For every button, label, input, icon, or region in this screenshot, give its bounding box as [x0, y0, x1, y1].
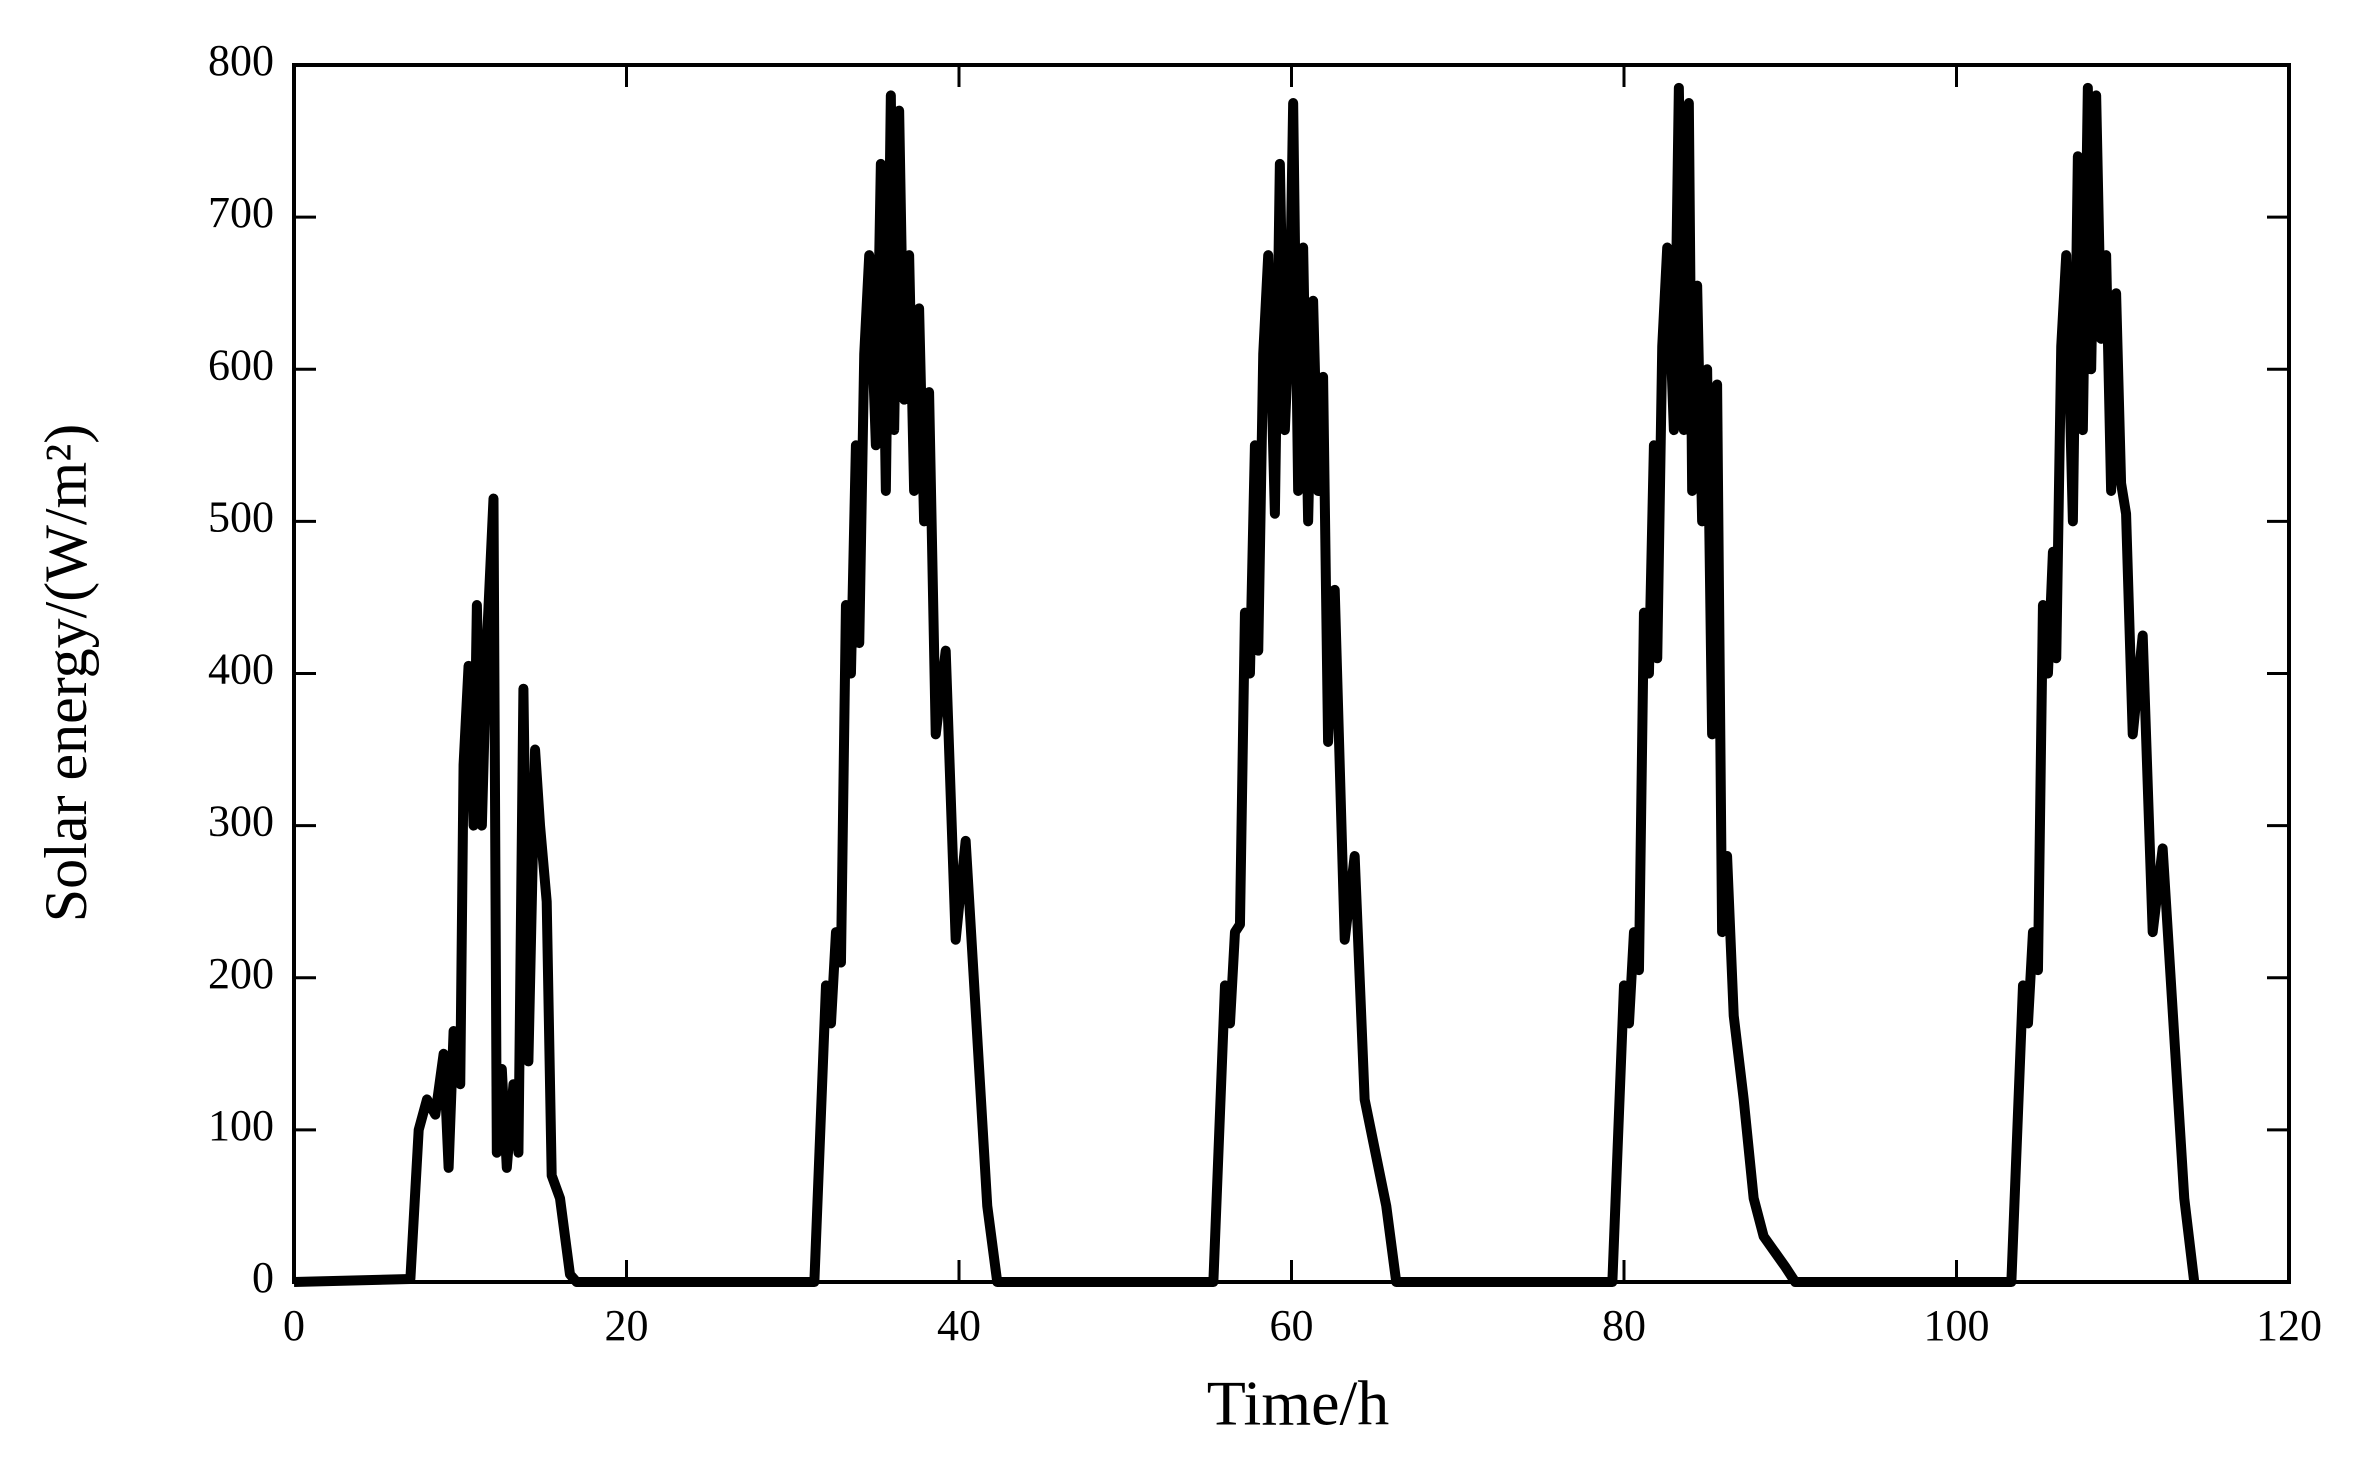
y-tick-label: 0: [252, 1253, 274, 1302]
y-tick-label: 200: [208, 949, 274, 998]
x-tick-label: 80: [1602, 1301, 1646, 1350]
y-tick-label: 700: [208, 188, 274, 237]
x-tick-label: 20: [605, 1301, 649, 1350]
plot-frame: [292, 63, 2291, 1284]
y-axis-title: Solar energy/(W/m²): [33, 424, 99, 922]
data-line: [293, 82, 2200, 1287]
x-tick-label: 120: [2256, 1301, 2322, 1350]
x-axis-title: Time/h: [1207, 1368, 1390, 1439]
y-tick-label: 300: [208, 797, 274, 846]
y-tick-label: 800: [208, 36, 274, 85]
y-tick-label: 100: [208, 1101, 274, 1150]
x-tick-label: 100: [1924, 1301, 1990, 1350]
x-tick-label: 40: [937, 1301, 981, 1350]
y-tick-label: 400: [208, 645, 274, 694]
y-tick-label: 600: [208, 340, 274, 389]
x-tick-label: 60: [1270, 1301, 1314, 1350]
x-tick-label: 0: [283, 1301, 305, 1350]
y-tick-label: 500: [208, 492, 274, 541]
